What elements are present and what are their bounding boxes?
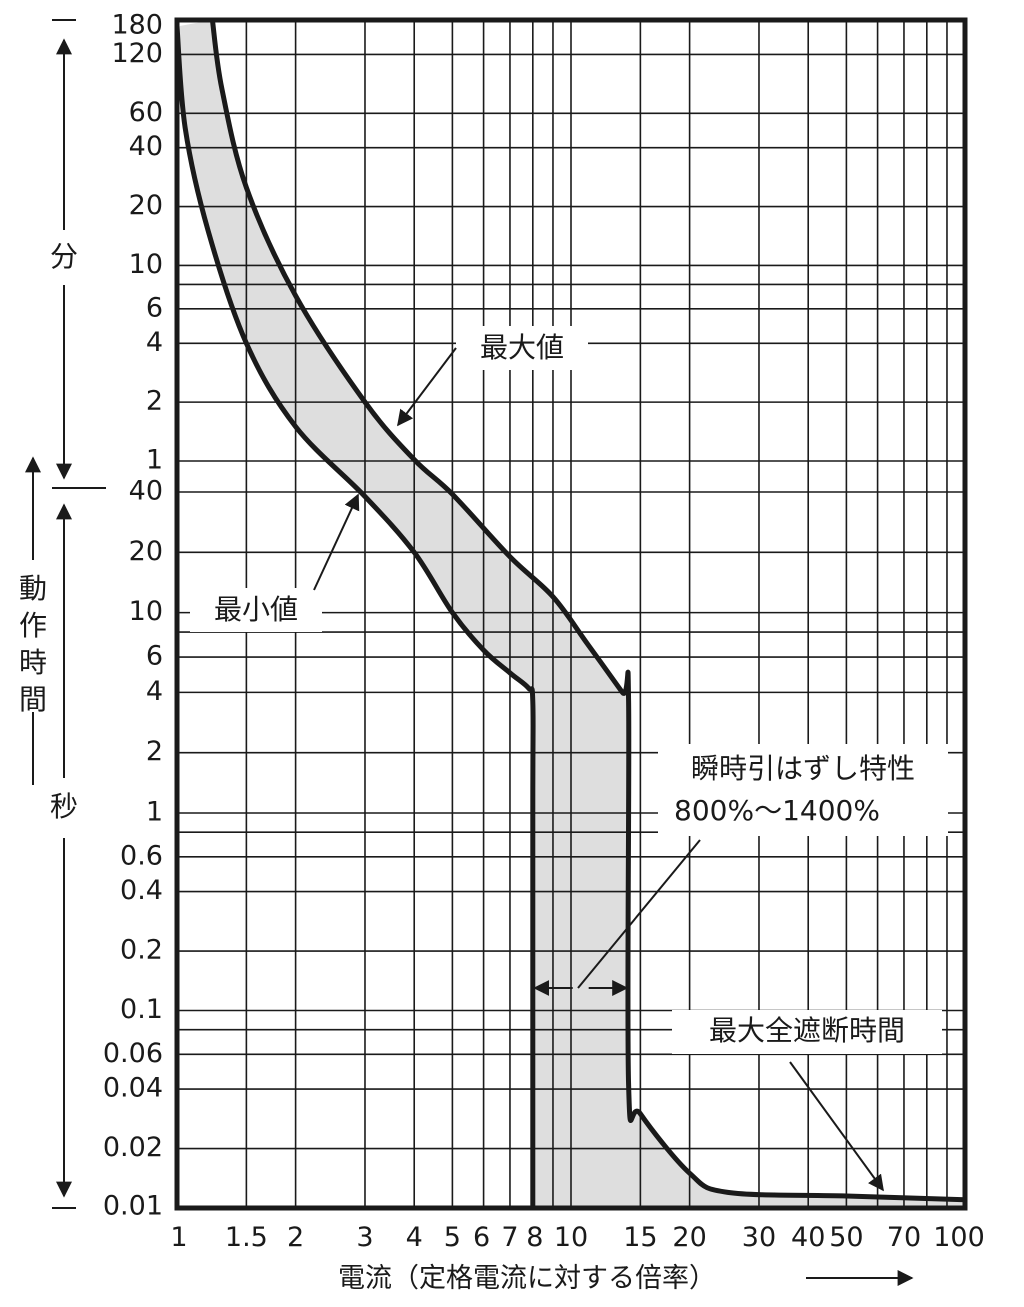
y-tick-label: 0.02 bbox=[103, 1132, 163, 1163]
y-tick-label: 6 bbox=[146, 641, 163, 672]
operating-time-char: 時 bbox=[19, 646, 47, 679]
min-value-label: 最小値 bbox=[214, 593, 298, 626]
operating-time-char: 作 bbox=[19, 609, 47, 642]
total-breaking-arrow bbox=[789, 1061, 884, 1192]
min-curve bbox=[174, 26, 536, 1208]
y-tick-label: 0.1 bbox=[120, 994, 163, 1025]
instant-trip-label: 瞬時引はずし特性 bbox=[691, 752, 915, 785]
x-tick-label: 1 bbox=[170, 1222, 187, 1253]
instant-leader-line bbox=[577, 839, 701, 989]
y-tick-label: 10 bbox=[129, 249, 163, 280]
x-tick-label: 1.5 bbox=[225, 1222, 268, 1253]
y-tick-label: 0.06 bbox=[103, 1038, 163, 1069]
x-tick-label: 5 bbox=[444, 1222, 461, 1253]
y-tick-label: 180 bbox=[111, 10, 163, 41]
max-curve bbox=[209, 19, 966, 1203]
y-tick-label: 4 bbox=[146, 327, 163, 358]
max-total-breaking-label: 最大全遮断時間 bbox=[709, 1014, 905, 1047]
x-tick-label: 7 bbox=[501, 1222, 518, 1253]
x-tick-label: 3 bbox=[356, 1222, 373, 1253]
max-value-label: 最大値 bbox=[480, 331, 564, 364]
y-tick-label: 0.6 bbox=[120, 840, 163, 871]
x-tick-label: 70 bbox=[887, 1222, 921, 1253]
operating-time-char: 動 bbox=[19, 572, 47, 605]
y-tick-label: 10 bbox=[129, 596, 163, 627]
y-tick-labels: 0.010.020.040.060.10.20.40.6124610204012… bbox=[103, 10, 163, 1222]
grid-group bbox=[176, 19, 966, 1209]
x-tick-label: 40 bbox=[791, 1222, 825, 1253]
y-tick-label: 0.04 bbox=[103, 1073, 163, 1104]
instant-trip-range: 800%〜1400% bbox=[674, 794, 880, 827]
max-arrow bbox=[397, 347, 457, 427]
x-tick-label: 8 bbox=[526, 1222, 543, 1253]
y-tick-label: 2 bbox=[146, 736, 163, 767]
y-tick-label: 120 bbox=[111, 38, 163, 69]
y-tick-label: 0.2 bbox=[120, 935, 163, 966]
y-tick-label: 1 bbox=[146, 445, 163, 476]
x-tick-label: 4 bbox=[406, 1222, 423, 1253]
x-tick-label: 100 bbox=[933, 1222, 985, 1253]
x-axis-label-group: 電流（定格電流に対する倍率） bbox=[338, 1263, 914, 1294]
curves-group bbox=[174, 19, 966, 1208]
y-tick-label: 40 bbox=[129, 131, 163, 162]
instant-label-bg bbox=[658, 744, 948, 836]
total-label-bg bbox=[672, 1010, 942, 1054]
minutes-label: 分 bbox=[50, 240, 78, 273]
y-tick-label: 4 bbox=[146, 676, 163, 707]
y-tick-label: 20 bbox=[129, 190, 163, 221]
x-tick-label: 30 bbox=[742, 1222, 776, 1253]
max-label-bg bbox=[456, 326, 588, 370]
x-axis-label: 電流（定格電流に対する倍率） bbox=[338, 1263, 716, 1294]
min-label-bg bbox=[190, 588, 322, 632]
x-tick-label: 20 bbox=[672, 1222, 706, 1253]
y-tick-label: 1 bbox=[146, 797, 163, 828]
x-tick-labels: 1 1.5 2 3 4 5 6 7 8 10 15 20 30 40 50 70 100 bbox=[170, 1222, 984, 1253]
x-tick-label: 2 bbox=[287, 1222, 304, 1253]
operating-time-char: 間 bbox=[19, 683, 47, 716]
y-tick-label: 60 bbox=[129, 97, 163, 128]
min-arrow bbox=[313, 493, 360, 591]
x-tick-label: 10 bbox=[554, 1222, 588, 1253]
x-tick-label: 50 bbox=[829, 1222, 863, 1253]
plot-frame bbox=[174, 17, 968, 1211]
y-tick-label: 0.4 bbox=[120, 875, 163, 906]
y-tick-label: 40 bbox=[129, 476, 163, 507]
y-tick-label: 2 bbox=[146, 386, 163, 417]
seconds-label: 秒 bbox=[50, 790, 78, 823]
y-tick-label: 20 bbox=[129, 536, 163, 567]
y-tick-label: 0.01 bbox=[103, 1191, 163, 1222]
x-tick-label: 15 bbox=[623, 1222, 657, 1253]
y-tick-label: 6 bbox=[146, 292, 163, 323]
x-tick-label: 6 bbox=[473, 1222, 490, 1253]
